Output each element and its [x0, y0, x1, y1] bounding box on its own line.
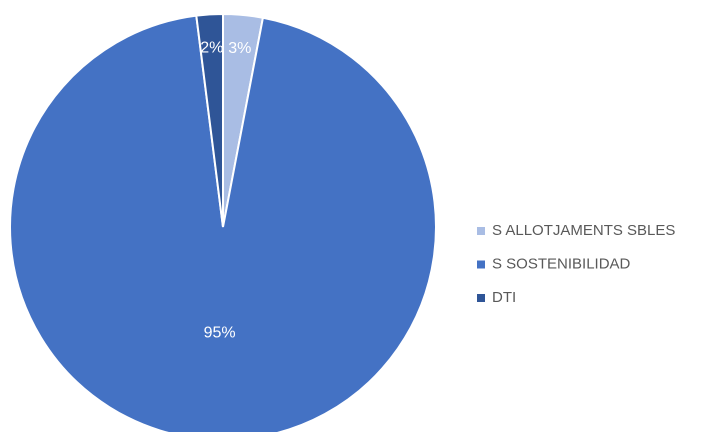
pie-slice	[9, 14, 437, 432]
data-label: 3%	[228, 40, 251, 57]
legend-label: DTI	[492, 289, 516, 306]
legend-label: S SOSTENIBILIDAD	[492, 255, 631, 272]
data-label: 2%	[200, 40, 223, 57]
pie-slice	[195, 12, 224, 228]
legend-label: S ALLOTJAMENTS SBLES	[492, 222, 675, 239]
data-label: 95%	[204, 325, 236, 342]
legend-swatch	[477, 294, 485, 302]
legend-swatch	[477, 260, 485, 269]
legend-swatch	[477, 227, 485, 235]
